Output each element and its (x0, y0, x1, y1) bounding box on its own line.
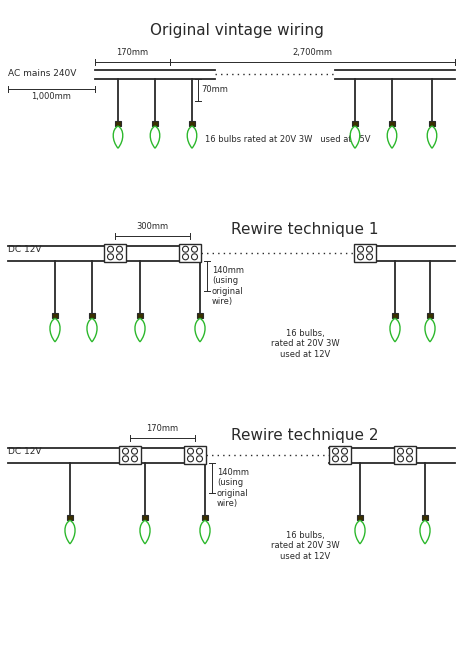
FancyBboxPatch shape (119, 446, 141, 464)
Circle shape (407, 456, 412, 462)
Text: 2,700mm: 2,700mm (292, 48, 332, 57)
FancyBboxPatch shape (184, 446, 206, 464)
Text: DC 12V: DC 12V (8, 448, 42, 456)
FancyBboxPatch shape (429, 121, 435, 126)
FancyBboxPatch shape (89, 313, 95, 318)
PathPatch shape (187, 126, 197, 149)
Text: 16 bulbs,
rated at 20V 3W
used at 12V: 16 bulbs, rated at 20V 3W used at 12V (271, 531, 339, 561)
FancyBboxPatch shape (197, 313, 203, 318)
Text: 16 bulbs rated at 20V 3W   used at 15V: 16 bulbs rated at 20V 3W used at 15V (205, 135, 371, 144)
Circle shape (366, 246, 373, 252)
PathPatch shape (113, 126, 123, 149)
FancyBboxPatch shape (137, 313, 143, 318)
PathPatch shape (355, 520, 365, 544)
PathPatch shape (87, 318, 97, 342)
FancyBboxPatch shape (104, 244, 126, 262)
Text: 70mm: 70mm (201, 86, 228, 94)
FancyBboxPatch shape (357, 515, 363, 520)
PathPatch shape (427, 126, 437, 149)
PathPatch shape (150, 126, 160, 149)
Circle shape (398, 456, 403, 462)
Text: 140mm
(using
original
wire): 140mm (using original wire) (217, 468, 249, 508)
PathPatch shape (350, 126, 360, 149)
Text: 16 bulbs,
rated at 20V 3W
used at 12V: 16 bulbs, rated at 20V 3W used at 12V (271, 329, 339, 359)
FancyBboxPatch shape (52, 313, 58, 318)
Text: DC 12V: DC 12V (8, 246, 42, 254)
PathPatch shape (65, 520, 75, 544)
Text: AC mains 240V: AC mains 240V (8, 70, 76, 78)
Circle shape (122, 456, 128, 462)
PathPatch shape (420, 520, 430, 544)
FancyBboxPatch shape (389, 121, 395, 126)
Circle shape (131, 448, 137, 454)
Circle shape (357, 246, 364, 252)
FancyBboxPatch shape (394, 446, 416, 464)
Circle shape (332, 448, 338, 454)
Text: 1,000mm: 1,000mm (32, 92, 72, 101)
FancyBboxPatch shape (392, 313, 398, 318)
PathPatch shape (200, 520, 210, 544)
Text: 300mm: 300mm (137, 222, 169, 231)
Circle shape (332, 456, 338, 462)
FancyBboxPatch shape (142, 515, 148, 520)
Circle shape (182, 246, 189, 252)
Circle shape (197, 456, 202, 462)
Circle shape (188, 456, 193, 462)
Circle shape (131, 456, 137, 462)
Circle shape (117, 254, 122, 260)
FancyBboxPatch shape (422, 515, 428, 520)
PathPatch shape (135, 318, 145, 342)
Circle shape (341, 448, 347, 454)
FancyBboxPatch shape (427, 313, 433, 318)
FancyBboxPatch shape (115, 121, 121, 126)
Circle shape (341, 456, 347, 462)
Text: Rewire technique 1: Rewire technique 1 (231, 222, 379, 237)
Circle shape (188, 448, 193, 454)
Circle shape (197, 448, 202, 454)
FancyBboxPatch shape (354, 244, 376, 262)
Circle shape (108, 254, 113, 260)
PathPatch shape (425, 318, 435, 342)
Text: 140mm
(using
original
wire): 140mm (using original wire) (212, 266, 244, 306)
Circle shape (191, 246, 198, 252)
FancyBboxPatch shape (352, 121, 358, 126)
PathPatch shape (140, 520, 150, 544)
Circle shape (117, 246, 122, 252)
FancyBboxPatch shape (189, 121, 195, 126)
FancyBboxPatch shape (329, 446, 351, 464)
FancyBboxPatch shape (202, 515, 208, 520)
Circle shape (357, 254, 364, 260)
PathPatch shape (390, 318, 400, 342)
FancyBboxPatch shape (152, 121, 158, 126)
Circle shape (122, 448, 128, 454)
Circle shape (366, 254, 373, 260)
PathPatch shape (195, 318, 205, 342)
Text: Original vintage wiring: Original vintage wiring (150, 23, 324, 38)
FancyBboxPatch shape (67, 515, 73, 520)
Text: Rewire technique 2: Rewire technique 2 (231, 428, 379, 443)
Circle shape (182, 254, 189, 260)
PathPatch shape (50, 318, 60, 342)
Circle shape (108, 246, 113, 252)
Circle shape (398, 448, 403, 454)
Circle shape (191, 254, 198, 260)
PathPatch shape (387, 126, 397, 149)
Circle shape (407, 448, 412, 454)
FancyBboxPatch shape (179, 244, 201, 262)
Text: 170mm: 170mm (117, 48, 148, 57)
Text: 170mm: 170mm (146, 424, 179, 433)
